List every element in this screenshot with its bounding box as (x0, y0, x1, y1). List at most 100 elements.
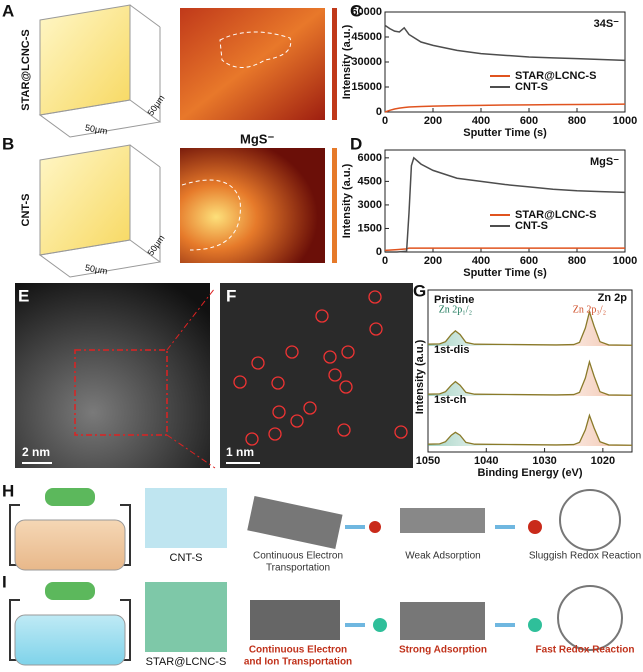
y-tick-label: 45000 (351, 31, 382, 43)
y-tick-label: 1500 (358, 222, 382, 234)
plot-frame (384, 11, 626, 113)
y-tick-label: 6000 (358, 152, 382, 164)
y-tick-label: 4500 (358, 175, 382, 187)
y-tick-label: 60000 (351, 6, 382, 18)
scale-label: 2 nm (22, 445, 50, 459)
subplot-label: 1st-ch (434, 394, 467, 406)
step-label: Continuous Electron (249, 645, 347, 656)
x-tick-label: 800 (568, 115, 586, 127)
x-axis-label: Sputter Time (s) (463, 127, 547, 139)
x-tick-label: 600 (520, 255, 538, 267)
ion-label: MgS⁻ (240, 131, 274, 146)
y-axis-label: Intensity (a.u.) (341, 163, 353, 238)
step-label: Fast Redox Reaction (536, 645, 635, 656)
panel-label: G (413, 281, 426, 300)
sample-label: STAR@LCNC-S (146, 656, 227, 668)
step-label: Strong Adsorption (399, 645, 487, 656)
cube-b (38, 144, 162, 278)
panel-label: E (18, 286, 29, 305)
x-tick-label: 1050 (416, 455, 440, 467)
x-tick-label: 800 (568, 255, 586, 267)
spectrum-area (428, 361, 632, 396)
step-label: Sluggish Redox Reaction (529, 551, 641, 562)
sample-label: CNT-S (20, 194, 32, 227)
x-tick-label: 1030 (532, 455, 556, 467)
step-label: Transportation (266, 563, 330, 574)
x-tick-label: 200 (424, 115, 442, 127)
colorbar (332, 8, 337, 120)
spectrum-line (427, 359, 633, 396)
panel-label: D (350, 134, 362, 153)
spectrum-line (427, 309, 633, 346)
panel-label: C (350, 1, 362, 20)
atom-markers (233, 290, 408, 446)
x-tick-label: 400 (472, 255, 490, 267)
series-line (384, 103, 626, 113)
series-line (384, 247, 625, 252)
axis-label: 50μm (84, 122, 108, 136)
legend-label: STAR@LCNC-S (515, 70, 596, 82)
x-tick-label: 600 (520, 115, 538, 127)
x-axis-label: Sputter Time (s) (463, 267, 547, 279)
x-tick-label: 1020 (591, 455, 615, 467)
y-tick-label: 0 (376, 106, 382, 118)
tem-image-e (15, 283, 210, 468)
chart-title: Zn 2p (598, 292, 628, 304)
scale-label: 1 nm (226, 445, 254, 459)
sample-label: CNT-S (170, 552, 203, 564)
scale-bar (22, 462, 52, 464)
plot-frame (427, 289, 633, 453)
step-label: Weak Adsorption (405, 551, 480, 562)
heatmap-a (180, 8, 325, 120)
y-axis-label: Intensity (a.u.) (341, 24, 353, 99)
subplot-label: 1st-dis (434, 344, 469, 356)
scale-bar (226, 462, 260, 464)
x-tick-label: 1040 (474, 455, 498, 467)
y-tick-label: 15000 (351, 81, 382, 93)
x-tick-label: 0 (382, 255, 388, 267)
zoom-line (166, 434, 216, 469)
y-tick-label: 0 (376, 246, 382, 258)
peak-label: Zn 2p₃/₂ (573, 304, 606, 315)
axis-label: 50μm (84, 262, 108, 276)
series-line (385, 156, 626, 253)
series-line (384, 24, 626, 62)
x-axis-label: Binding Energy (eV) (477, 467, 582, 479)
x-tick-label: 200 (424, 255, 442, 267)
y-axis-label: Intensity (a.u.) (414, 339, 426, 414)
zoom-box (74, 349, 168, 436)
schematic-i (9, 582, 623, 666)
annotation: MgS⁻ (590, 156, 619, 168)
axis-label: 50μm (145, 233, 166, 257)
step-label: Continuous Electron (253, 551, 343, 562)
y-tick-label: 3000 (358, 199, 382, 211)
x-tick-label: 400 (472, 115, 490, 127)
spectrum-area (428, 311, 632, 346)
subplot-label: Pristine (434, 294, 474, 306)
plot-frame (384, 149, 626, 253)
panel-label: B (2, 134, 14, 153)
y-tick-label: 30000 (351, 56, 382, 68)
annotation: 34S⁻ (594, 18, 620, 30)
axis-label: 50μm (145, 93, 166, 117)
x-tick-label: 0 (382, 115, 388, 127)
sample-label: STAR@LCNC-S (20, 29, 32, 110)
cube-a (38, 4, 162, 138)
heatmap-b (180, 148, 325, 263)
panel-label: I (2, 572, 7, 591)
x-tick-label: 1000 (613, 255, 637, 267)
legend-label: CNT-S (515, 220, 548, 232)
peak-label: Zn 2p₁/₂ (439, 304, 472, 315)
panel-label: A (2, 1, 14, 20)
colorbar (332, 148, 337, 263)
panel-label: F (226, 286, 236, 305)
spectrum-area (428, 415, 632, 446)
zoom-line (166, 287, 216, 351)
legend-label: STAR@LCNC-S (515, 209, 596, 221)
panel-label: H (2, 481, 14, 500)
legend-label: CNT-S (515, 81, 548, 93)
spectrum-line (427, 413, 633, 446)
schematic-h (9, 488, 621, 571)
tem-image-f (220, 283, 413, 468)
